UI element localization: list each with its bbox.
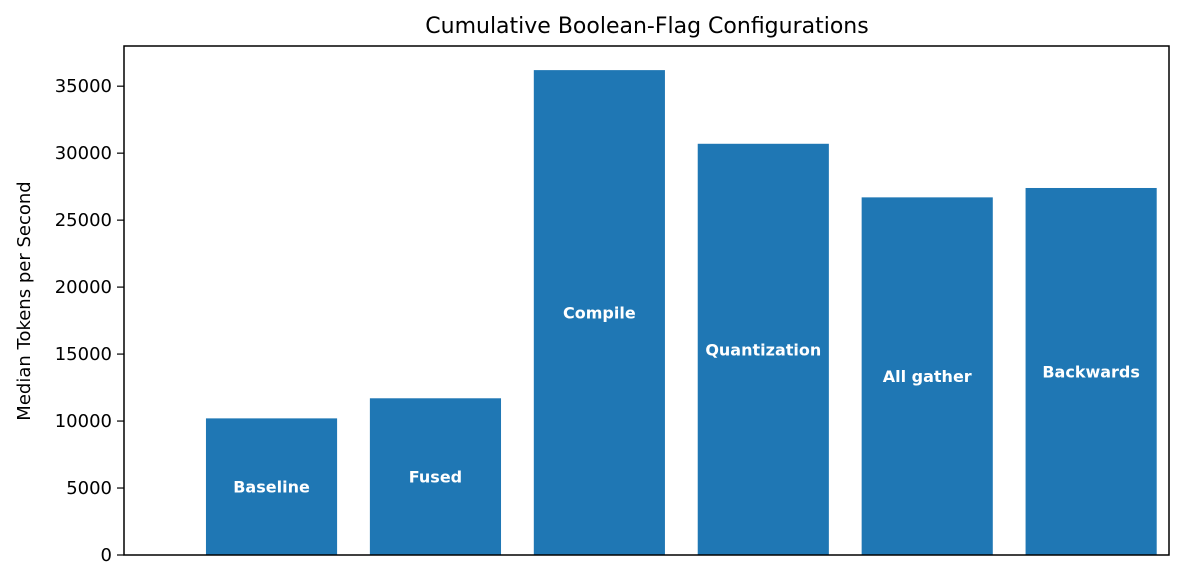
bars-group: Baseline Fused Compile Quantization All gath… [205,70,1157,556]
bar-baseline [205,418,338,555]
y-axis: 0 5000 10000 15000 20000 25000 30000 35000 [55,76,124,566]
bar-quantization [697,143,829,555]
chart-title: Cumulative Boolean-Flag Configurations [425,14,868,39]
y-tick-label: 10000 [55,411,112,432]
bar-label: Quantization [705,340,821,359]
bar-backwards [1025,187,1157,556]
y-axis-label: Median Tokens per Second [14,181,35,420]
bar-all-gather [861,197,993,555]
y-tick-label: 0 [101,545,112,566]
y-tick-label: 25000 [55,210,112,231]
plot-frame [123,45,1170,556]
y-tick-label: 35000 [55,76,112,97]
y-tick-label: 20000 [55,277,112,298]
y-tick-label: 30000 [55,143,112,164]
y-tick-label: 15000 [55,344,112,365]
bar-label: Baseline [233,478,310,497]
bar-label: Compile [563,304,636,323]
y-tick-label: 5000 [66,478,112,499]
bar-compile [533,70,665,555]
bar-fused [369,398,502,555]
bar-label: All gather [883,367,972,386]
bar-label: Backwards [1042,362,1140,381]
bar-label: Fused [409,468,462,487]
